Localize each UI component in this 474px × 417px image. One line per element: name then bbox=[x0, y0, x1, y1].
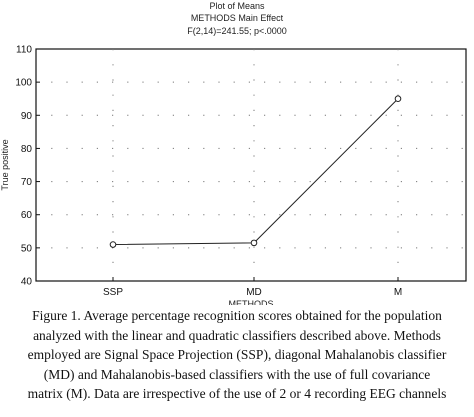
x-axis-label: METHODS bbox=[229, 299, 274, 305]
chart-subtitle: METHODS Main Effect bbox=[190, 13, 284, 23]
chart-title: Plot of Means bbox=[209, 1, 265, 11]
y-tick-label: 90 bbox=[21, 111, 33, 122]
figure-caption: Figure 1. Average percentage recognition… bbox=[0, 306, 474, 404]
data-point bbox=[394, 95, 402, 103]
y-tick-label: 50 bbox=[21, 243, 33, 254]
chart-statistic: F(2,14)=241.55; p<.0000 bbox=[187, 26, 287, 36]
y-tick-label: 110 bbox=[16, 45, 32, 56]
y-tick-label: 70 bbox=[21, 177, 33, 188]
x-tick-label: MD bbox=[246, 287, 262, 298]
plot-frame bbox=[35, 48, 467, 282]
y-tick-label: 40 bbox=[21, 277, 33, 288]
x-tick-label: M bbox=[394, 287, 402, 298]
x-tick-label: SSP bbox=[103, 287, 123, 298]
y-axis-label: True positive bbox=[0, 139, 10, 190]
caption-line: matrix (M). Data are irrespective of the… bbox=[27, 386, 447, 401]
caption-line: Figure 1. Average percentage recognition… bbox=[32, 308, 442, 323]
data-point bbox=[250, 239, 258, 247]
y-tick-label: 80 bbox=[21, 144, 33, 155]
y-tick-label: 60 bbox=[21, 210, 33, 221]
data-point bbox=[109, 241, 117, 248]
means-plot: 40 50 60 70 80 90 100 110 SSP MD M METHODS True posi… bbox=[0, 45, 467, 305]
series-line bbox=[112, 98, 399, 246]
y-tick-label: 100 bbox=[15, 78, 32, 89]
caption-line: (MD) and Mahalanobis-based classifiers w… bbox=[43, 366, 431, 382]
caption-line: employed are Signal Space Projection (SS… bbox=[27, 347, 447, 362]
caption-line: analyzed with the linear and quadratic c… bbox=[33, 327, 441, 343]
